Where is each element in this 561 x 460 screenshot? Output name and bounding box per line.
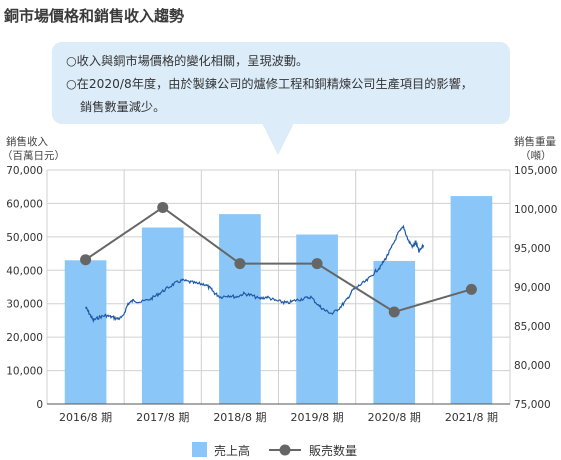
legend-swatch-sales <box>192 442 207 457</box>
left-axis-tick-label: 0 <box>36 399 43 411</box>
left-axis-tick-label: 50,000 <box>6 232 43 244</box>
right-axis-tick-label: 95,000 <box>514 243 551 255</box>
left-axis-title: 銷售收入 <box>6 136 48 148</box>
left-axis-tick-label: 60,000 <box>6 198 43 210</box>
bar-sales <box>219 214 261 404</box>
left-axis-unit: （百萬日元） <box>2 150 65 162</box>
right-axis-tick-label: 105,000 <box>514 165 557 177</box>
right-axis-tick-label: 90,000 <box>514 282 551 294</box>
category-label: 2020/8 期 <box>368 411 421 424</box>
category-label: 2016/8 期 <box>59 411 112 424</box>
sales-volume-marker <box>157 201 169 213</box>
category-label: 2018/8 期 <box>213 411 266 424</box>
right-axis-tick-label: 85,000 <box>514 321 551 333</box>
bar-sales <box>141 227 184 404</box>
left-axis-tick-label: 40,000 <box>6 265 43 277</box>
annotation-note-3: 銷售數量減少。 <box>80 100 166 114</box>
right-axis-tick-label: 100,000 <box>514 204 557 216</box>
annotation-note-2: ○在2020/8年度，由於製鍊公司的爐修工程和銅精煉公司生產項目的影響， <box>66 77 473 91</box>
right-axis-tick-label: 75,000 <box>514 399 551 411</box>
annotation-note-1: ○收入與銅市場價格的變化相關，呈現波動。 <box>66 54 309 68</box>
sales-volume-marker <box>311 258 323 270</box>
annotation-callout <box>52 42 510 124</box>
sales-volume-marker <box>234 258 246 270</box>
sales-volume-marker <box>465 283 477 295</box>
left-axis-tick-label: 70,000 <box>6 165 43 177</box>
left-axis-tick-label: 10,000 <box>6 366 43 378</box>
page-title: 銅市場價格和銷售收入趨勢 <box>4 7 185 25</box>
left-axis-tick-label: 30,000 <box>6 299 43 311</box>
category-label: 2017/8 期 <box>136 411 189 424</box>
bar-sales <box>450 196 493 404</box>
bar-sales <box>373 260 416 404</box>
right-axis-unit: （噸） <box>520 150 552 162</box>
sales-volume-marker <box>388 306 400 318</box>
legend-label-volume: 販売数量 <box>309 444 358 458</box>
category-label: 2021/8 期 <box>445 411 498 424</box>
sales-volume-marker <box>80 254 92 266</box>
sales-volume-line <box>85 206 472 314</box>
annotation-callout-pointer <box>262 123 294 155</box>
bar-sales <box>64 260 107 404</box>
right-axis-title: 銷售重量 <box>514 136 556 148</box>
copper-price-line <box>85 224 425 324</box>
category-label: 2019/8 期 <box>290 411 343 424</box>
left-axis-tick-label: 20,000 <box>6 332 43 344</box>
legend-label-sales: 売上高 <box>214 444 251 458</box>
right-axis-tick-label: 80,000 <box>514 360 551 372</box>
